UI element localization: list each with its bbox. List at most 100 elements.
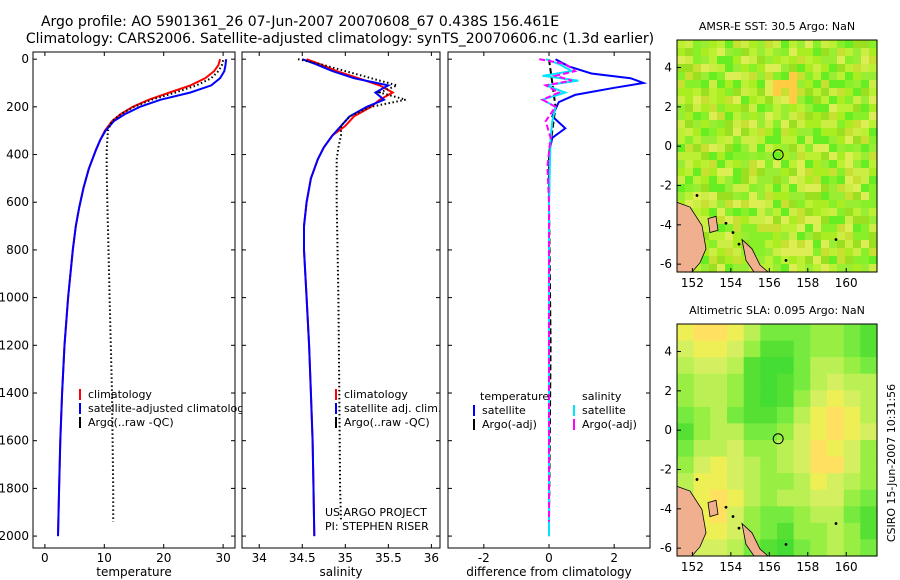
map-cell xyxy=(685,80,694,89)
map-cell xyxy=(725,256,734,265)
map-cell xyxy=(789,248,798,257)
map-cell xyxy=(853,160,862,169)
map-cell xyxy=(813,152,822,161)
map-cell xyxy=(777,522,795,541)
map-cell xyxy=(749,208,758,217)
map-cell xyxy=(837,216,846,225)
map-cell xyxy=(677,176,686,185)
map-cell xyxy=(853,192,862,201)
map-cell xyxy=(685,64,694,73)
map-cell xyxy=(757,168,766,177)
map-cell xyxy=(685,152,694,161)
map-cell xyxy=(869,72,878,81)
map-cell xyxy=(805,224,814,233)
map-cell xyxy=(741,176,750,185)
map-cell xyxy=(757,224,766,233)
map-cell xyxy=(829,128,838,137)
map-cell xyxy=(717,176,726,185)
map-cell xyxy=(829,136,838,145)
map-cell xyxy=(797,248,806,257)
map-cell xyxy=(693,357,711,375)
map-cell xyxy=(765,160,774,169)
map-cell xyxy=(743,489,761,507)
map-cell xyxy=(789,160,798,169)
map-cell xyxy=(837,64,846,73)
map-cell xyxy=(773,128,782,137)
map-cell xyxy=(733,240,742,249)
map-cell xyxy=(727,456,745,474)
map-cell xyxy=(693,208,702,217)
map-cell xyxy=(837,192,846,201)
map-cell xyxy=(860,373,878,391)
map-cell xyxy=(829,104,838,113)
y-tick-label: 400 xyxy=(6,148,29,162)
map-cell xyxy=(765,104,774,113)
island-dot xyxy=(731,515,735,518)
map-cell xyxy=(709,176,718,185)
map-cell xyxy=(853,72,862,81)
map-cell xyxy=(860,456,878,474)
map-cell xyxy=(741,232,750,241)
map-cell xyxy=(733,88,742,97)
map-cell xyxy=(829,168,838,177)
map-cell xyxy=(725,120,734,129)
map-y-tick-label: 0 xyxy=(664,139,672,153)
map-cell xyxy=(813,120,822,129)
map-cell xyxy=(853,168,862,177)
map-cell xyxy=(749,128,758,137)
map-cell xyxy=(829,152,838,161)
island-dot xyxy=(731,231,735,234)
map-y-tick-label: -4 xyxy=(660,218,672,232)
map-cell xyxy=(717,112,726,121)
map-cell xyxy=(741,224,750,233)
map-cell xyxy=(749,120,758,129)
map-cell xyxy=(677,40,686,49)
map-cell xyxy=(853,88,862,97)
map-cell xyxy=(743,324,761,342)
map-cell xyxy=(837,112,846,121)
timestamp-stamp: CSIRO 15-Jun-2007 10:31:56 xyxy=(885,384,898,542)
map-cell xyxy=(677,406,695,425)
map-cell xyxy=(797,136,806,145)
map-cell xyxy=(797,56,806,65)
map-cell xyxy=(793,390,811,408)
map-cell xyxy=(773,216,782,225)
map-cell xyxy=(813,104,822,113)
map-cell xyxy=(765,144,774,153)
map-cell xyxy=(693,489,711,507)
map-cell xyxy=(741,136,750,145)
map-cell xyxy=(709,264,718,273)
map-cell xyxy=(861,224,870,233)
map-cell xyxy=(765,200,774,209)
map-cell xyxy=(853,152,862,161)
map-cell xyxy=(860,340,878,358)
map-cell xyxy=(709,56,718,65)
map-cell xyxy=(781,184,790,193)
map-cell xyxy=(701,56,710,65)
map-cell xyxy=(725,208,734,217)
map-cell xyxy=(810,456,828,474)
salinity-panel: 34 34.5 35 35.5 36 salinity climatologysatelli… xyxy=(241,51,441,579)
map-cell xyxy=(789,144,798,153)
map-cell xyxy=(693,48,702,57)
map-cell xyxy=(797,88,806,97)
map-cell xyxy=(725,152,734,161)
map-cell xyxy=(773,88,782,97)
map-cell xyxy=(693,340,711,358)
map-cell xyxy=(733,248,742,257)
map-cell xyxy=(797,40,806,49)
map-cell xyxy=(829,72,838,81)
map-cell xyxy=(733,176,742,185)
map-cell xyxy=(781,136,790,145)
map-cell xyxy=(773,176,782,185)
map-cell xyxy=(709,248,718,257)
map-cell xyxy=(789,128,798,137)
map-cell xyxy=(837,240,846,249)
map-cell xyxy=(821,224,830,233)
map-cell xyxy=(677,64,686,73)
map-cell xyxy=(860,489,878,507)
map-cell xyxy=(741,200,750,209)
map-cell xyxy=(725,160,734,169)
map-cell xyxy=(810,489,828,507)
map-cell xyxy=(757,136,766,145)
